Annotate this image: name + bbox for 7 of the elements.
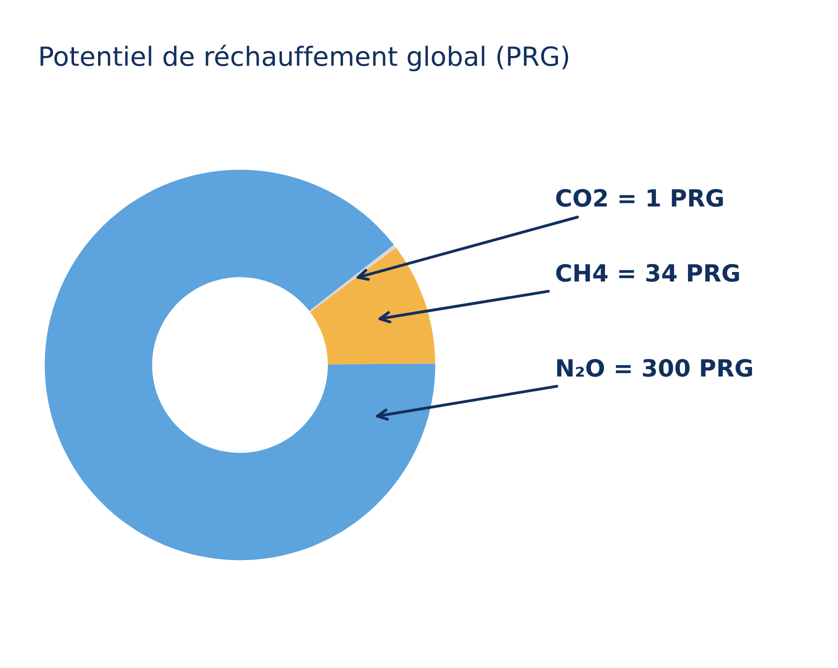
donut-slice: [310, 248, 436, 364]
slice-label: N₂O = 300 PRG: [557, 358, 752, 377]
slice-label: CH4 = 34 PRG: [556, 264, 739, 282]
chart-title: Potentiel de réchauffement global (PRG): [40, 44, 568, 72]
donut-slice: [44, 170, 436, 560]
slice-label: CO2 = 1 PRG: [556, 188, 723, 207]
donut-slice: [309, 244, 396, 312]
